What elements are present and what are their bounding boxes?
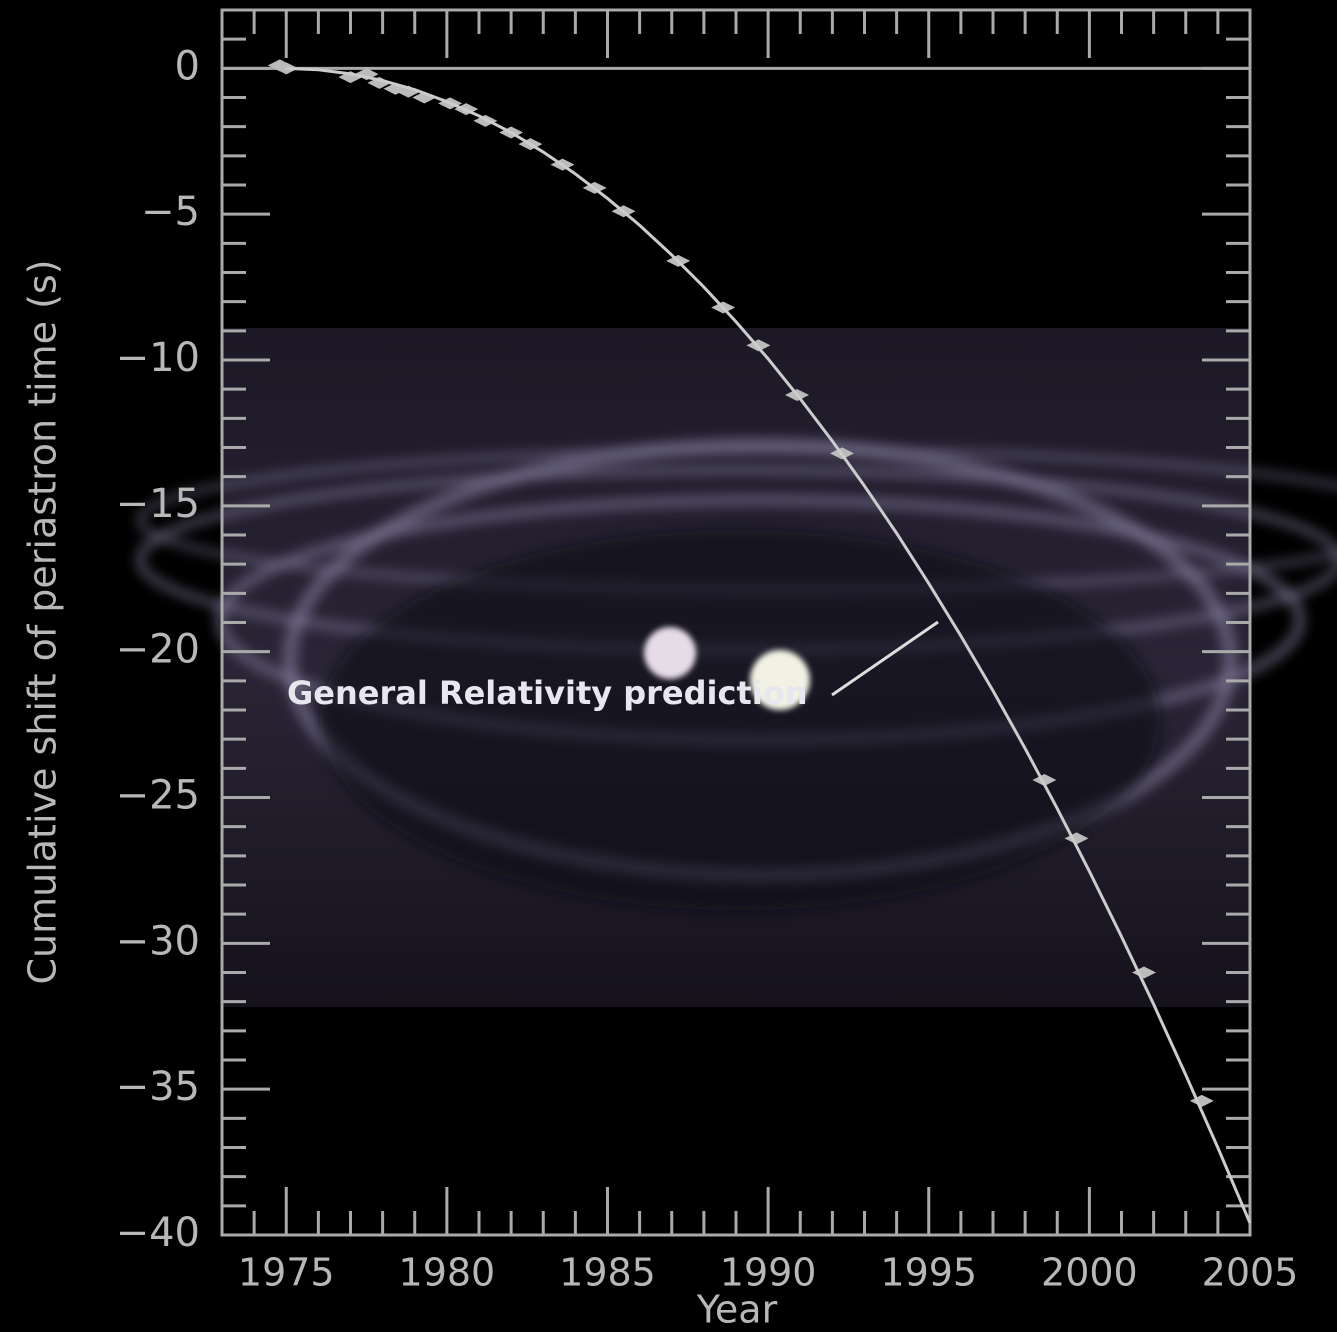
annotation-pointer: [831, 620, 939, 697]
x-axis-label: Year: [696, 1288, 778, 1332]
x-tick-label: 1985: [559, 1251, 656, 1295]
annotation-label: General Relativity prediction: [287, 674, 808, 712]
x-tick-label: 1990: [720, 1251, 817, 1295]
y-axis-label: Cumulative shift of periastron time (s): [21, 259, 65, 984]
y-tick-label: −35: [116, 1064, 200, 1110]
y-tick-label: −5: [141, 189, 200, 235]
y-tick-label: −10: [116, 335, 200, 381]
x-tick-label: 2000: [1041, 1251, 1138, 1295]
data-point: [1032, 774, 1057, 786]
x-tick-label: 1975: [238, 1251, 335, 1295]
y-tick-label: −15: [116, 481, 200, 527]
x-tick-label: 1980: [399, 1251, 496, 1295]
x-tick-label: 1995: [880, 1251, 977, 1295]
y-tick-label: −40: [116, 1210, 200, 1256]
y-tick-label: 0: [175, 43, 200, 89]
x-tick-label: 2005: [1202, 1251, 1299, 1295]
prediction-curve: [286, 66, 1252, 1224]
space-illustration: [136, 328, 1337, 1007]
y-tick-label: −30: [116, 918, 200, 964]
y-tick-label: −25: [116, 773, 200, 819]
y-tick-label: −20: [116, 627, 200, 673]
